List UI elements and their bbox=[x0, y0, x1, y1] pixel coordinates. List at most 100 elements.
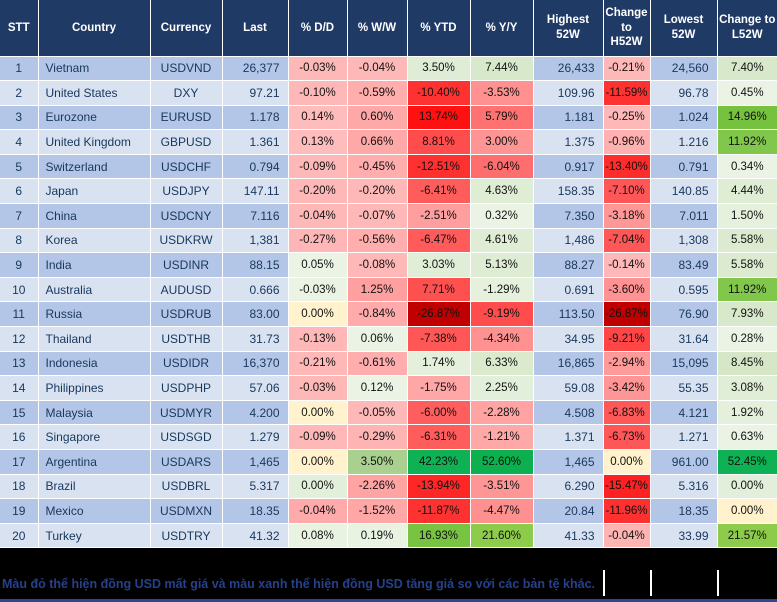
ytd-cell[interactable]: -11.87% bbox=[406, 498, 471, 524]
chg-l52-cell[interactable]: 0.63% bbox=[716, 424, 777, 450]
stt-cell[interactable]: 4 bbox=[0, 129, 39, 155]
yy-cell[interactable]: -9.19% bbox=[469, 301, 534, 328]
low52-cell[interactable]: 961.00 bbox=[649, 449, 718, 475]
country-cell[interactable]: United States bbox=[37, 80, 151, 106]
ytd-cell[interactable]: 42.23% bbox=[406, 449, 471, 475]
low52-cell[interactable]: 0.595 bbox=[649, 276, 718, 303]
chg-l52-cell[interactable]: 3.08% bbox=[716, 375, 777, 401]
high52-cell[interactable]: 4.508 bbox=[532, 399, 604, 426]
currency-cell[interactable]: USDCNY bbox=[149, 203, 223, 229]
currency-cell[interactable]: USDJPY bbox=[149, 178, 223, 205]
yy-cell[interactable]: -4.34% bbox=[469, 326, 534, 352]
dd-cell[interactable]: -0.04% bbox=[287, 203, 348, 229]
column-header-change-to-h52w[interactable]: Change to H52W bbox=[602, 0, 651, 57]
dd-cell[interactable]: -0.27% bbox=[287, 227, 348, 254]
chg-h52-cell[interactable]: -0.04% bbox=[602, 522, 651, 549]
stt-cell[interactable]: 2 bbox=[0, 80, 39, 106]
chg-l52-cell[interactable]: 11.92% bbox=[716, 276, 777, 303]
ww-cell[interactable]: -0.05% bbox=[346, 399, 408, 426]
country-cell[interactable]: Eurozone bbox=[37, 104, 151, 131]
low52-cell[interactable]: 15,095 bbox=[649, 350, 718, 377]
last-cell[interactable]: 41.32 bbox=[221, 522, 289, 549]
chg-l52-cell[interactable]: 21.57% bbox=[716, 522, 777, 549]
currency-cell[interactable]: USDPHP bbox=[149, 375, 223, 401]
dd-cell[interactable]: -0.13% bbox=[287, 326, 348, 352]
currency-cell[interactable]: USDARS bbox=[149, 449, 223, 475]
yy-cell[interactable]: 52.60% bbox=[469, 449, 534, 475]
last-cell[interactable]: 88.15 bbox=[221, 252, 289, 278]
ytd-cell[interactable]: -2.51% bbox=[406, 203, 471, 229]
chg-l52-cell[interactable]: 1.92% bbox=[716, 399, 777, 426]
country-cell[interactable]: Malaysia bbox=[37, 399, 151, 426]
stt-cell[interactable]: 17 bbox=[0, 449, 39, 475]
last-cell[interactable]: 31.73 bbox=[221, 326, 289, 352]
column-header-pct-ytd[interactable]: % YTD bbox=[406, 0, 471, 57]
stt-cell[interactable]: 15 bbox=[0, 399, 39, 426]
country-cell[interactable]: India bbox=[37, 252, 151, 278]
ww-cell[interactable]: -0.04% bbox=[346, 55, 408, 82]
country-cell[interactable]: Australia bbox=[37, 276, 151, 303]
yy-cell[interactable]: -1.21% bbox=[469, 424, 534, 450]
country-cell[interactable]: Korea bbox=[37, 227, 151, 254]
country-cell[interactable]: Vietnam bbox=[37, 55, 151, 82]
column-header-last[interactable]: Last bbox=[221, 0, 289, 57]
currency-cell[interactable]: USDTHB bbox=[149, 326, 223, 352]
ytd-cell[interactable]: 1.74% bbox=[406, 350, 471, 377]
chg-l52-cell[interactable]: 0.45% bbox=[716, 80, 777, 106]
dd-cell[interactable]: -0.03% bbox=[287, 276, 348, 303]
ytd-cell[interactable]: 7.71% bbox=[406, 276, 471, 303]
low52-cell[interactable]: 1.271 bbox=[649, 424, 718, 450]
high52-cell[interactable]: 109.96 bbox=[532, 80, 604, 106]
high52-cell[interactable]: 1,465 bbox=[532, 449, 604, 475]
last-cell[interactable]: 0.666 bbox=[221, 276, 289, 303]
yy-cell[interactable]: 3.00% bbox=[469, 129, 534, 155]
stt-cell[interactable]: 6 bbox=[0, 178, 39, 205]
ytd-cell[interactable]: 8.81% bbox=[406, 129, 471, 155]
high52-cell[interactable]: 0.917 bbox=[532, 153, 604, 180]
high52-cell[interactable]: 59.08 bbox=[532, 375, 604, 401]
ww-cell[interactable]: -0.61% bbox=[346, 350, 408, 377]
currency-cell[interactable]: USDCHF bbox=[149, 153, 223, 180]
currency-cell[interactable]: GBPUSD bbox=[149, 129, 223, 155]
chg-h52-cell[interactable]: -11.96% bbox=[602, 498, 651, 524]
high52-cell[interactable]: 6.290 bbox=[532, 473, 604, 500]
last-cell[interactable]: 57.06 bbox=[221, 375, 289, 401]
last-cell[interactable]: 147.11 bbox=[221, 178, 289, 205]
yy-cell[interactable]: 5.13% bbox=[469, 252, 534, 278]
high52-cell[interactable]: 0.691 bbox=[532, 276, 604, 303]
ytd-cell[interactable]: -6.47% bbox=[406, 227, 471, 254]
dd-cell[interactable]: -0.03% bbox=[287, 375, 348, 401]
chg-h52-cell[interactable]: -6.73% bbox=[602, 424, 651, 450]
ww-cell[interactable]: 0.06% bbox=[346, 326, 408, 352]
column-header-stt[interactable]: STT bbox=[0, 0, 39, 57]
currency-cell[interactable]: EURUSD bbox=[149, 104, 223, 131]
chg-l52-cell[interactable]: 0.28% bbox=[716, 326, 777, 352]
stt-cell[interactable]: 12 bbox=[0, 326, 39, 352]
chg-l52-cell[interactable]: 1.50% bbox=[716, 203, 777, 229]
chg-l52-cell[interactable]: 7.40% bbox=[716, 55, 777, 82]
yy-cell[interactable]: 21.60% bbox=[469, 522, 534, 549]
column-header-highest-52w[interactable]: Highest 52W bbox=[532, 0, 604, 57]
last-cell[interactable]: 1,465 bbox=[221, 449, 289, 475]
ww-cell[interactable]: 0.66% bbox=[346, 129, 408, 155]
currency-cell[interactable]: AUDUSD bbox=[149, 276, 223, 303]
country-cell[interactable]: Turkey bbox=[37, 522, 151, 549]
currency-cell[interactable]: USDVND bbox=[149, 55, 223, 82]
chg-h52-cell[interactable]: -2.94% bbox=[602, 350, 651, 377]
ww-cell[interactable]: -0.84% bbox=[346, 301, 408, 328]
dd-cell[interactable]: 0.00% bbox=[287, 301, 348, 328]
yy-cell[interactable]: 0.32% bbox=[469, 203, 534, 229]
chg-h52-cell[interactable]: -13.40% bbox=[602, 153, 651, 180]
yy-cell[interactable]: -4.47% bbox=[469, 498, 534, 524]
last-cell[interactable]: 1.178 bbox=[221, 104, 289, 131]
high52-cell[interactable]: 88.27 bbox=[532, 252, 604, 278]
ww-cell[interactable]: -0.29% bbox=[346, 424, 408, 450]
chg-h52-cell[interactable]: -0.96% bbox=[602, 129, 651, 155]
last-cell[interactable]: 5.317 bbox=[221, 473, 289, 500]
ww-cell[interactable]: -0.08% bbox=[346, 252, 408, 278]
low52-cell[interactable]: 33.99 bbox=[649, 522, 718, 549]
dd-cell[interactable]: -0.04% bbox=[287, 498, 348, 524]
chg-h52-cell[interactable]: -3.42% bbox=[602, 375, 651, 401]
ytd-cell[interactable]: -6.00% bbox=[406, 399, 471, 426]
dd-cell[interactable]: 0.00% bbox=[287, 473, 348, 500]
